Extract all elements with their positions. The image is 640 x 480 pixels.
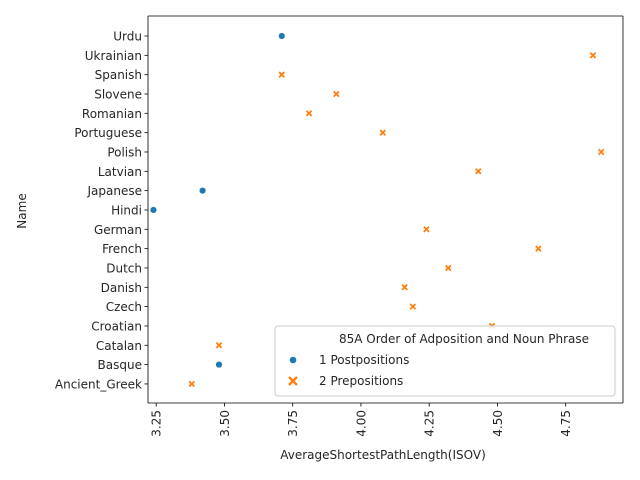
point-prepositions bbox=[401, 284, 408, 291]
point-prepositions bbox=[597, 148, 605, 156]
y-tick-label: Latvian bbox=[98, 165, 142, 179]
legend-prepositions-label: 2 Prepositions bbox=[319, 374, 403, 388]
legend-postpositions-label: 1 Postpositions bbox=[319, 353, 409, 367]
y-tick-label: Ancient_Greek bbox=[55, 377, 142, 391]
legend-title: 85A Order of Adposition and Noun Phrase bbox=[339, 332, 589, 346]
point-prepositions bbox=[379, 129, 387, 136]
y-tick-label: Portuguese bbox=[74, 126, 142, 140]
legend-postpositions-marker bbox=[289, 356, 297, 364]
point-prepositions bbox=[423, 226, 430, 233]
markers-layer bbox=[149, 32, 605, 388]
point-prepositions bbox=[445, 264, 452, 272]
y-tick-label: Basque bbox=[98, 358, 142, 372]
y-tick-label: German bbox=[94, 223, 142, 237]
point-prepositions bbox=[475, 168, 482, 175]
y-tick-label: Ukrainian bbox=[85, 49, 142, 63]
x-tick-label: 3.75 bbox=[286, 410, 300, 437]
x-tick-label: 4.00 bbox=[354, 410, 368, 437]
x-tick-label: 4.25 bbox=[423, 410, 437, 437]
axes-frame bbox=[147, 15, 624, 404]
x-tick-label: 3.25 bbox=[150, 410, 164, 437]
y-tick-label: Dutch bbox=[106, 261, 142, 275]
y-tick-label: Romanian bbox=[82, 107, 142, 121]
y-tick-label: Hindi bbox=[111, 203, 142, 217]
legend: 85A Order of Adposition and Noun Phrase … bbox=[274, 325, 616, 397]
point-prepositions bbox=[535, 245, 542, 252]
x-axis: 3.25 3.50 3.75 4.00 4.25 4.50 4.75 bbox=[150, 403, 573, 437]
x-tick-label: 3.50 bbox=[218, 410, 232, 437]
y-tick-label: Danish bbox=[101, 281, 142, 295]
point-postpositions bbox=[215, 361, 223, 369]
y-tick-label: Spanish bbox=[95, 68, 142, 82]
point-prepositions bbox=[188, 380, 195, 388]
point-prepositions bbox=[589, 52, 597, 59]
x-tick-label: 4.50 bbox=[491, 410, 505, 437]
point-prepositions bbox=[278, 71, 286, 78]
legend-box bbox=[274, 325, 616, 397]
point-prepositions bbox=[215, 342, 223, 349]
y-tick-label: Japanese bbox=[87, 184, 143, 198]
point-prepositions bbox=[305, 110, 313, 117]
point-prepositions bbox=[333, 90, 340, 98]
y-tick-label: Polish bbox=[107, 145, 142, 159]
point-prepositions bbox=[409, 303, 417, 310]
y-tick-label: Croatian bbox=[91, 319, 142, 333]
point-postpositions bbox=[149, 206, 158, 214]
point-postpositions bbox=[199, 187, 207, 195]
y-axis-label: Name bbox=[15, 193, 29, 228]
x-axis-label: AverageShortestPathLength(ISOV) bbox=[280, 448, 486, 462]
x-tick-label: 4.75 bbox=[559, 410, 573, 437]
y-tick-label: French bbox=[102, 242, 142, 256]
y-tick-label: Urdu bbox=[113, 30, 142, 44]
y-tick-label: Catalan bbox=[96, 339, 142, 353]
legend-prepositions-marker bbox=[288, 376, 298, 386]
y-tick-label: Slovene bbox=[94, 87, 142, 101]
y-axis: Urdu Ukrainian Spanish Slovene Romanian Portu… bbox=[55, 30, 148, 391]
point-postpositions bbox=[278, 32, 286, 40]
y-tick-label: Czech bbox=[106, 300, 142, 314]
